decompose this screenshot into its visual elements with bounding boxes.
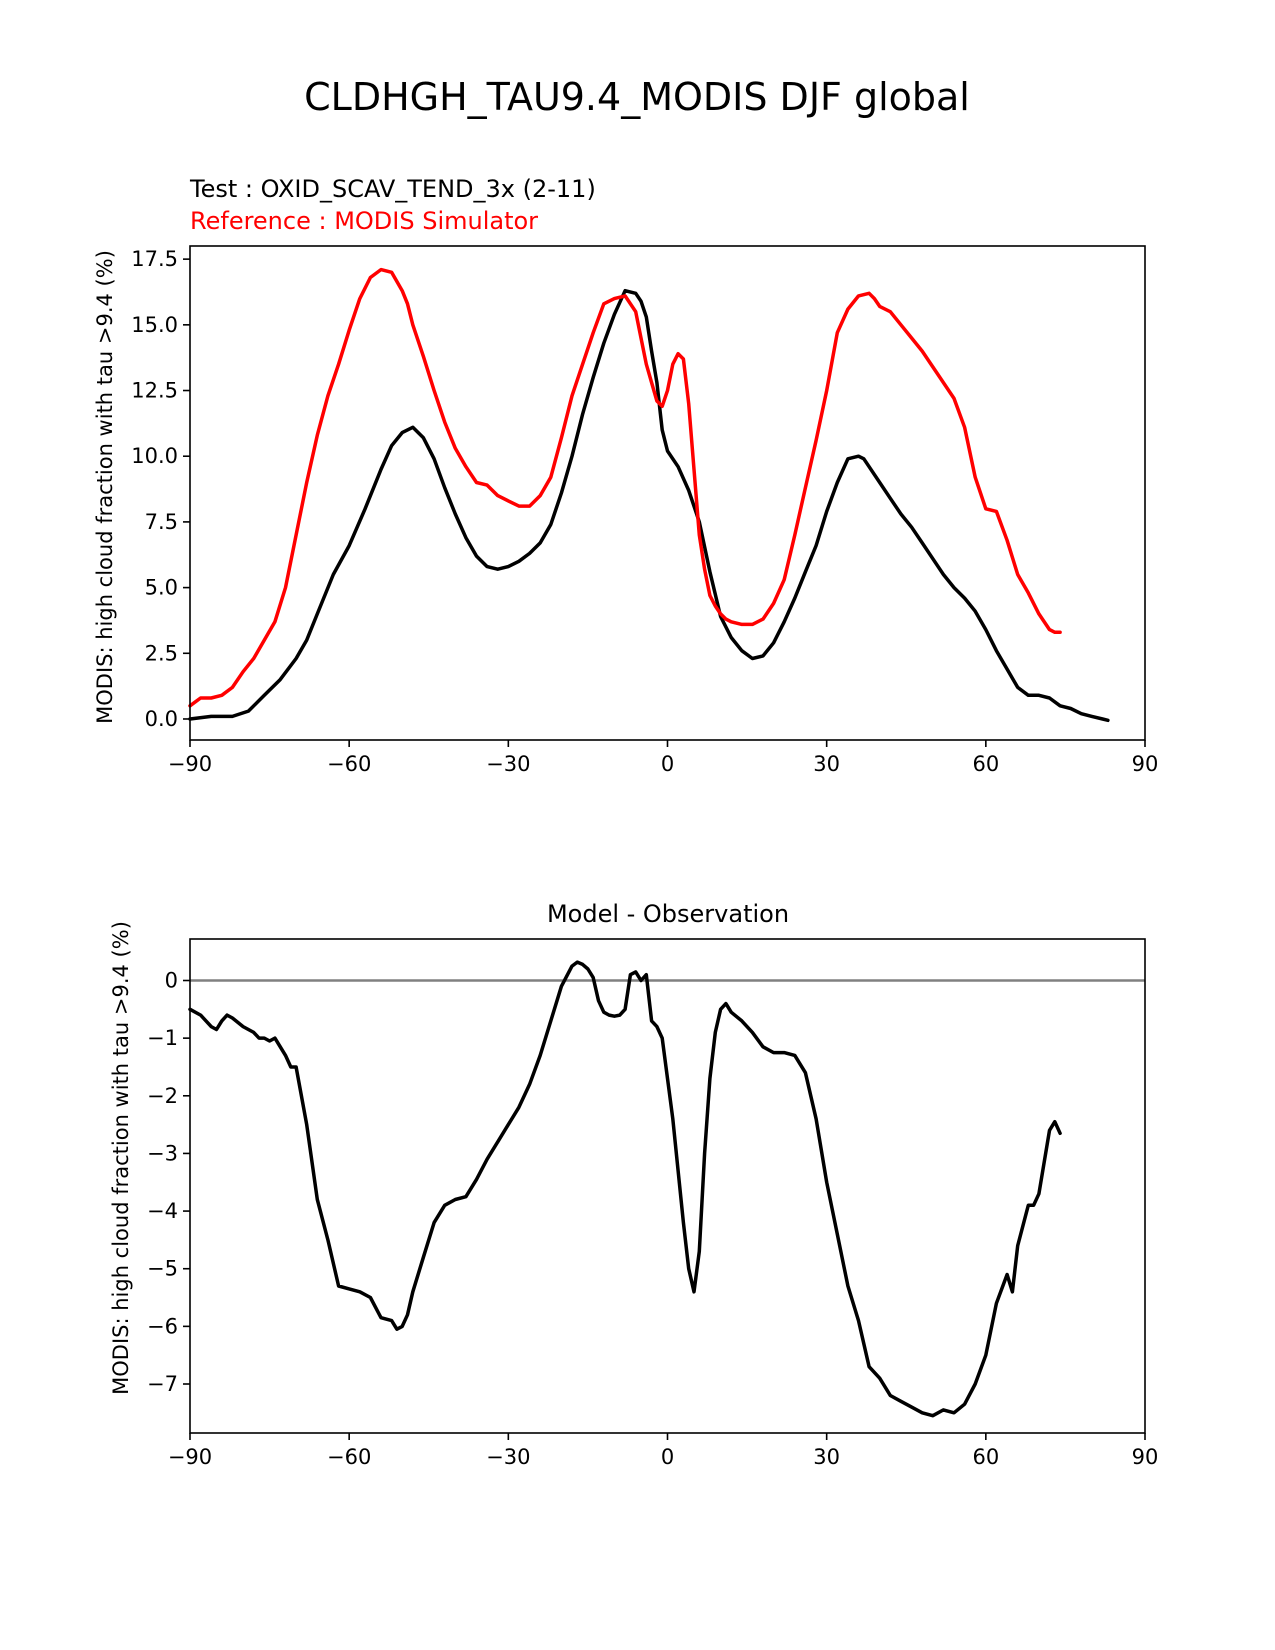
top-y-tick-label: 10.0 [131, 444, 178, 468]
bottom-panel: Model - Observation −90 −60 −30 0 30 60 900−1−… [109, 900, 1158, 1469]
bottom-x-tick-label: 60 [972, 1445, 999, 1469]
top-x-tick-label: −30 [486, 752, 530, 776]
top-x-tick-label: 90 [1132, 752, 1159, 776]
top-x-tick-label: 0 [661, 752, 674, 776]
bottom-x-tick-label: −90 [168, 1445, 212, 1469]
bottom-y-tick-label: 0 [165, 969, 178, 993]
bottom-y-tick-label: −3 [147, 1141, 178, 1165]
bottom-y-tick-label: −6 [147, 1314, 178, 1338]
top-series-line-1 [188, 288, 1110, 723]
bottom-y-tick-label: −4 [147, 1199, 178, 1223]
bottom-series-line-1 [188, 960, 1062, 1418]
bottom-y-tick-label: −1 [147, 1026, 178, 1050]
top-x-tick-label: 60 [972, 752, 999, 776]
top-series-line-2 [188, 267, 1062, 708]
top-y-tick-label: 0.0 [145, 707, 178, 731]
bottom-y-axis-label: MODIS: high cloud fraction with tau >9.4… [109, 921, 133, 1395]
bottom-plot-title: Model - Observation [547, 900, 789, 928]
top-y-tick-label: 12.5 [131, 379, 178, 403]
top-x-tick-label: −60 [327, 752, 371, 776]
top-y-tick-label: 7.5 [145, 510, 178, 534]
top-y-tick-label: 2.5 [145, 641, 178, 665]
top-x-tick-label: −90 [168, 752, 212, 776]
bottom-plot-area: −90 −60 −30 0 30 60 90 0 −1 −2 −3 −4 −5 −6 −7 [147, 938, 1159, 1469]
bottom-x-tick-label: 0 [661, 1445, 674, 1469]
top-x-tick-label: 30 [813, 752, 840, 776]
bottom-x-tick-label: 90 [1132, 1445, 1159, 1469]
bottom-y-tick-label: −5 [147, 1257, 178, 1281]
bottom-x-tick-label: 30 [813, 1445, 840, 1469]
bottom-x-tick-label: −30 [486, 1445, 530, 1469]
top-panel: Test : OXID_SCAV_TEND_3x (2-11) Referenc… [93, 175, 1158, 776]
bottom-y-tick-label: −7 [147, 1372, 178, 1396]
top-y-tick-label: 5.0 [145, 576, 178, 600]
top-plot-area: −90 −60 −30 0 30 60 90 0.0 2.5 5.0 7.5 10.0 12.5 15.0… [131, 245, 1159, 776]
top-y-tick-label: 17.5 [131, 247, 178, 271]
top-y-axis-label: MODIS: high cloud fraction with tau >9.4… [93, 250, 117, 724]
top-y-tick-label: 15.0 [131, 313, 178, 337]
bottom-x-tick-label: −60 [327, 1445, 371, 1469]
bottom-y-tick-label: −2 [147, 1084, 178, 1108]
reference-label: Reference : MODIS Simulator [190, 207, 538, 235]
test-label: Test : OXID_SCAV_TEND_3x (2-11) [189, 175, 596, 203]
figure-title: CLDHGH_TAU9.4_MODIS DJF global [304, 75, 970, 119]
